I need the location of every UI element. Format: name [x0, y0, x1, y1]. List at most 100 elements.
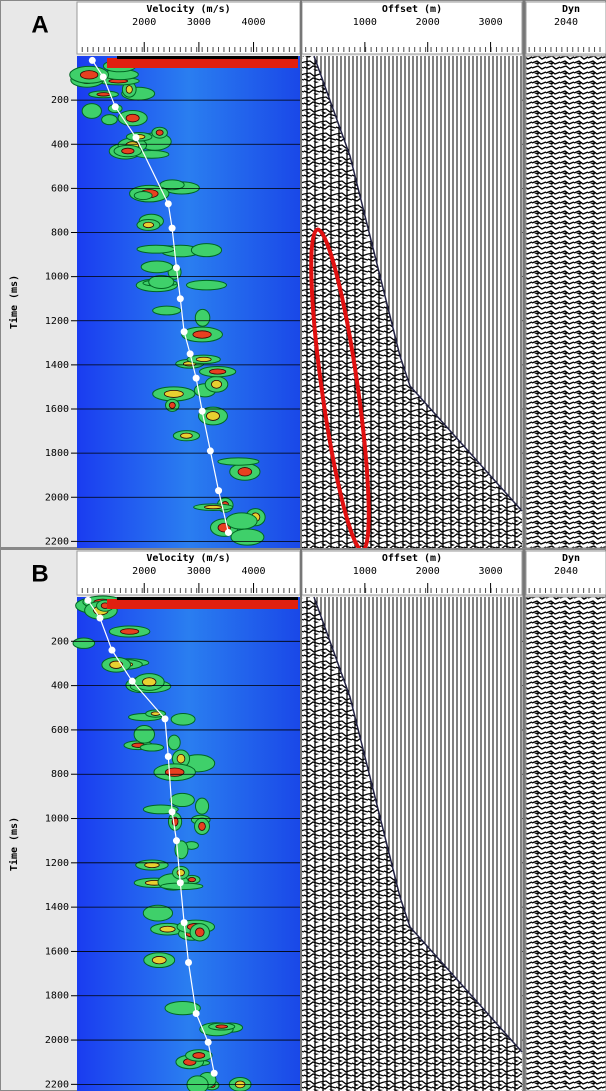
- semblance-blob: [169, 792, 195, 808]
- axis-header: [76, 1, 301, 55]
- axis-title: Velocity (m/s): [146, 552, 230, 564]
- semblance-blob: [225, 512, 258, 530]
- time-tick-label: 800: [51, 769, 69, 780]
- time-tick-label: 200: [51, 95, 69, 106]
- semblance-blob: [72, 637, 96, 649]
- semblance-blob: [142, 904, 174, 922]
- semblance-peak: [121, 147, 135, 155]
- offset-tick-label: 2000: [416, 17, 440, 28]
- semblance-blob: [139, 743, 165, 752]
- semblance-peak: [142, 221, 155, 229]
- semblance-peak: [192, 1052, 206, 1059]
- time-tick-label: 1000: [45, 814, 69, 825]
- pick-point: [164, 200, 172, 208]
- axis-header: [525, 1, 606, 55]
- semblance-peak: [209, 368, 227, 375]
- time-tick-label: 1200: [45, 316, 69, 327]
- pick-point: [88, 56, 96, 64]
- pick-point: [176, 295, 184, 303]
- axis-title: Time (ms): [8, 817, 20, 871]
- axis-header: [301, 1, 523, 55]
- velocity-tick-label: 3000: [187, 566, 211, 577]
- axis-title: Dyn: [562, 4, 580, 15]
- semblance-peak: [125, 113, 140, 123]
- semblance-blob: [217, 457, 260, 466]
- semblance-blob: [167, 734, 181, 751]
- axis-title: Time (ms): [8, 275, 20, 329]
- panel: A Velocity (m/s) Offset (m) Dyn 2000 3000 4000…: [0, 0, 606, 553]
- pick-point: [192, 1009, 200, 1017]
- gather-wiggles: [302, 597, 522, 1091]
- semblance-peak: [168, 401, 176, 409]
- time-tick-label: 2200: [45, 1079, 69, 1090]
- time-tick-label: 400: [51, 681, 69, 692]
- semblance-peak: [120, 628, 140, 635]
- pick-point: [185, 959, 192, 967]
- semblance-blob: [140, 260, 174, 274]
- semblance-peak: [192, 330, 212, 339]
- semblance-peak: [109, 660, 124, 669]
- time-tick-label: 600: [51, 183, 69, 194]
- semblance-peak: [142, 677, 157, 687]
- pick-line: [87, 599, 215, 1074]
- offset-tick-label: 3000: [479, 17, 503, 28]
- pick-point: [96, 614, 104, 622]
- semblance-peak: [96, 92, 111, 97]
- pick-point: [180, 919, 188, 927]
- semblance-peak: [206, 411, 220, 421]
- semblance-blob: [148, 274, 175, 290]
- semblance-blob: [164, 1000, 201, 1016]
- semblance-peak: [163, 389, 184, 398]
- minor-ticks: [528, 47, 604, 52]
- semblance-blob: [194, 308, 211, 327]
- dyn-tick-label: 2040: [554, 566, 578, 577]
- semblance-blob: [194, 797, 210, 815]
- semblance-peak: [211, 379, 223, 389]
- semblance-peak: [151, 956, 167, 965]
- axis-title: Dyn: [562, 553, 580, 564]
- panel-label: B: [31, 560, 48, 587]
- semblance-blob: [133, 191, 153, 201]
- semblance-blob: [101, 114, 118, 126]
- pick-point: [164, 752, 172, 760]
- semblance-peak: [195, 927, 205, 938]
- pick-point: [192, 374, 200, 382]
- time-tick-label: 1000: [45, 272, 69, 283]
- semblance-blob: [230, 528, 265, 546]
- velocity-tick-label: 4000: [241, 566, 265, 577]
- semblance-peak: [195, 356, 212, 362]
- pick-point: [204, 1038, 212, 1046]
- time-tick-label: 200: [51, 636, 69, 647]
- velocity-tick-label: 2000: [132, 17, 156, 28]
- semblance-peak: [237, 467, 253, 477]
- semblance-peak: [164, 767, 185, 777]
- dyn-panel: [525, 55, 606, 549]
- semblance-blob: [185, 279, 228, 291]
- offset-tick-label: 1000: [353, 17, 377, 28]
- pick-point: [168, 808, 176, 816]
- velocity-tick-label: 3000: [187, 17, 211, 28]
- pick-point: [180, 328, 188, 336]
- pick-point: [84, 596, 92, 604]
- semblance-blob: [81, 103, 102, 119]
- time-tick-label: 2000: [45, 1035, 69, 1046]
- panel-label: A: [31, 11, 48, 38]
- semblance-peak: [176, 753, 186, 764]
- pick-point: [128, 677, 136, 685]
- minor-ticks: [79, 588, 298, 593]
- semblance-blob: [136, 244, 176, 254]
- semblance-peak: [180, 432, 193, 439]
- minor-ticks: [304, 47, 520, 52]
- gather-wiggles: [302, 56, 522, 548]
- semblance-peak: [204, 505, 223, 510]
- offset-tick-label: 3000: [479, 566, 503, 577]
- pick-point: [161, 715, 169, 723]
- mute-line: [313, 55, 523, 512]
- semblance-blob: [186, 1075, 209, 1091]
- semblance-blob: [170, 712, 196, 726]
- time-tick-label: 1400: [45, 902, 69, 913]
- semblance-peak: [215, 1024, 228, 1029]
- semblance-peak: [159, 925, 176, 933]
- time-tick-label: 1800: [45, 448, 69, 459]
